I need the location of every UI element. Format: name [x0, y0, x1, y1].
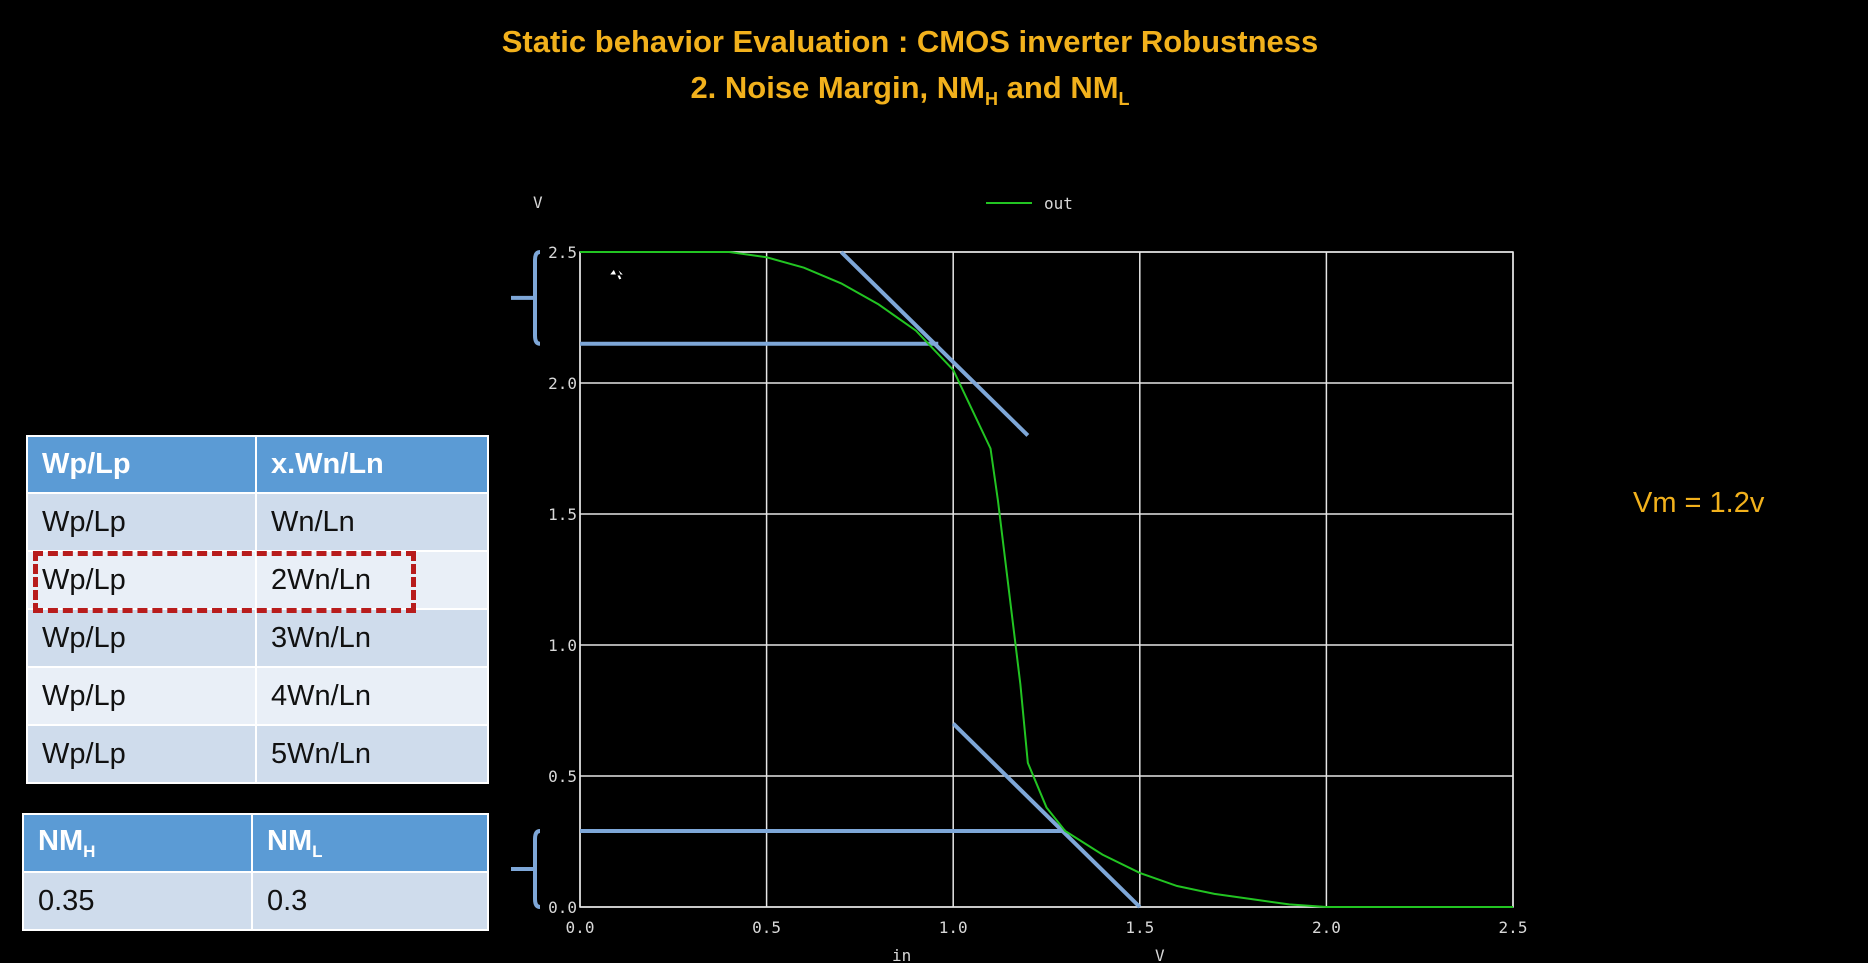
y-tick-label: 0.5: [548, 767, 577, 786]
subtitle-sub-l: L: [1118, 89, 1130, 110]
nml-header: NML: [251, 813, 489, 873]
cell-p: Wp/Lp: [26, 550, 257, 610]
nmh-sub: H: [83, 841, 96, 861]
x-tick-label: 1.5: [1125, 918, 1154, 937]
cell-p: Wp/Lp: [26, 724, 257, 784]
cell-p: Wp/Lp: [26, 492, 257, 552]
cell-p: Wp/Lp: [26, 666, 257, 726]
y-tick-label: 1.5: [548, 505, 577, 524]
x-tick-label: 1.0: [939, 918, 968, 937]
tangent-line: [951, 722, 1142, 909]
chart-series: [580, 251, 1513, 908]
nmh-value: 0.35: [22, 871, 253, 931]
cell-n: 3Wn/Ln: [255, 608, 489, 668]
x-tick-label: 0.5: [752, 918, 781, 937]
x-axis-unit: V: [1155, 946, 1165, 963]
table-row: Wp/Lp 5Wn/Ln: [26, 724, 489, 784]
nml-value: 0.3: [251, 871, 489, 931]
table-row: Wp/Lp Wn/Ln: [26, 492, 489, 552]
noise-margin-table: NMH NML 0.35 0.3: [22, 813, 489, 931]
nml-sub: L: [312, 841, 323, 861]
cell-n: 4Wn/Ln: [255, 666, 489, 726]
cell-n: 5Wn/Ln: [255, 724, 489, 784]
slide-title: Static behavior Evaluation : CMOS invert…: [501, 24, 1319, 59]
subtitle-sub-h: H: [984, 89, 998, 110]
chart-grid: [579, 251, 1514, 908]
x-tick-label: 2.5: [1499, 918, 1528, 937]
nmh-main: NM: [38, 824, 84, 857]
plot-frame: [579, 251, 1514, 908]
table-row: 0.35 0.3: [22, 871, 489, 931]
table-row: Wp/Lp 3Wn/Ln: [26, 608, 489, 668]
nml-main: NM: [267, 824, 313, 857]
chart-ticks: 0.0 0.5 1.0 1.5 2.0 2.5 0.0 0.5 1.0 1.5 2.0 2.5: [548, 243, 1527, 937]
ratio-header-n: x.Wn/Ln: [255, 435, 489, 494]
y-tick-label: 2.5: [548, 243, 577, 262]
legend-label: out: [1044, 194, 1073, 213]
mouse-cursor-icon: [609, 257, 626, 281]
y-tick-label: 0.0: [548, 898, 577, 917]
cell-n: 2Wn/Ln: [255, 550, 489, 610]
ratio-header-p: Wp/Lp: [26, 435, 257, 494]
subtitle-prefix: 2. Noise Margin, NM: [690, 70, 985, 105]
x-axis-label: in: [892, 946, 911, 963]
ratio-table: Wp/Lp x.Wn/Ln Wp/Lp Wn/Ln Wp/Lp 2Wn/Ln W…: [26, 435, 489, 784]
x-tick-label: 2.0: [1312, 918, 1341, 937]
cell-p: Wp/Lp: [26, 608, 257, 668]
chart-annotations: [511, 250, 1142, 909]
y-tick-label: 1.0: [548, 636, 577, 655]
table-row: Wp/Lp 4Wn/Ln: [26, 666, 489, 726]
slide-subtitle: 2. Noise Margin, NMH and NML: [0, 70, 1820, 110]
table-row: Wp/Lp 2Wn/Ln: [26, 550, 489, 610]
bracket: [533, 829, 541, 909]
subtitle-mid: and NM: [997, 70, 1119, 105]
x-tick-label: 0.0: [566, 918, 595, 937]
y-tick-label: 2.0: [548, 374, 577, 393]
bracket: [533, 250, 541, 346]
cell-n: Wn/Ln: [255, 492, 489, 552]
y-axis-label: V: [533, 193, 543, 212]
chart-legend: out: [986, 194, 1073, 213]
vm-label: Vm = 1.2v: [1633, 487, 1765, 519]
series-line-out: [580, 251, 1513, 908]
nmh-header: NMH: [22, 813, 253, 873]
